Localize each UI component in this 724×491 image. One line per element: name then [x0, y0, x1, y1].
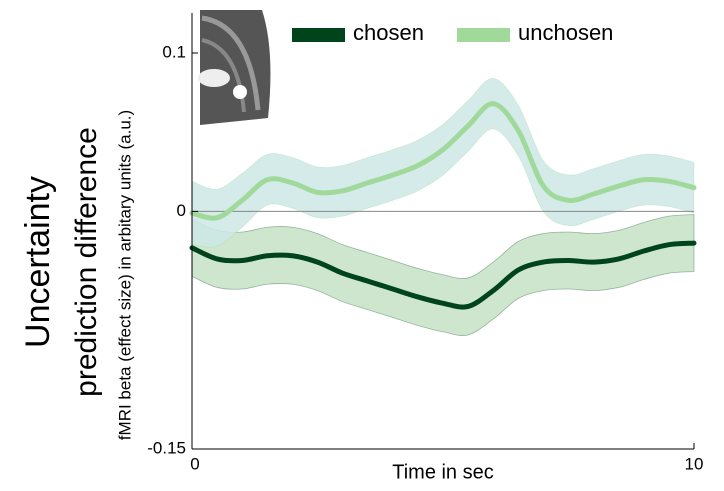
brain-ventricle [198, 69, 230, 87]
brain-fold [201, 38, 246, 113]
y-tick-label: 0 [177, 201, 186, 220]
legend-label: chosen [353, 20, 424, 45]
x-tick-label: 10 [685, 454, 704, 473]
y-tick-label: 0.1 [162, 42, 186, 61]
brain-spot [233, 85, 247, 99]
line [189, 101, 697, 221]
line [189, 240, 697, 310]
brain-inset [198, 10, 271, 125]
error-band [191, 214, 695, 336]
legend-swatch [457, 28, 510, 42]
legend-label: unchosen [518, 20, 613, 45]
y-tick-label: -0.15 [147, 438, 186, 457]
y-axis-label: fMRI beta (effect size) in arbitary unit… [115, 110, 134, 440]
x-axis-label: Time in sec [392, 461, 494, 483]
plot-area [189, 77, 697, 336]
x-tick-label: 0 [190, 454, 199, 473]
y-axis-label: prediction difference [70, 127, 103, 397]
legend-swatch [292, 28, 345, 42]
brain-fold [201, 15, 261, 111]
y-axis-label: Uncertainty [19, 176, 57, 348]
